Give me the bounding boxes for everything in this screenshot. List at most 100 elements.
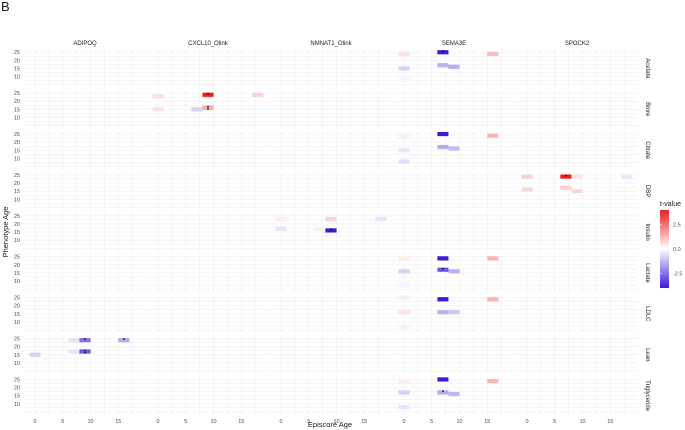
row-strip [640, 294, 652, 334]
row-strip-label: LDLC [644, 306, 650, 322]
heatmap-cell [437, 297, 449, 302]
y-tick-label: 20 [14, 181, 20, 187]
facet-panel [516, 294, 638, 334]
x-tick-label: 5 [553, 419, 556, 425]
figure-label: B [1, 0, 10, 14]
row-strip [640, 130, 652, 170]
y-tick-label: 20 [14, 263, 20, 269]
x-tick-label: 10 [210, 419, 216, 425]
heatmap-cell [202, 105, 214, 110]
y-tick-label: 15 [14, 107, 20, 113]
heatmap-cell [487, 297, 499, 302]
y-tick-label: 10 [14, 75, 20, 81]
heatmap-cell [448, 391, 460, 397]
facet-panel [270, 171, 392, 211]
y-tick-label: 10 [14, 320, 20, 326]
legend-colorbar [660, 210, 669, 288]
facet-panel [147, 212, 269, 252]
facet-panel [24, 294, 146, 334]
heatmap-cell [487, 378, 499, 384]
x-tick-label: 15 [238, 419, 244, 425]
facet-panel [147, 294, 269, 334]
y-tick-label: 15 [14, 66, 20, 72]
heatmap-cell [152, 107, 164, 112]
x-tick-label: 5 [61, 419, 64, 425]
heatmap-cell [79, 349, 91, 354]
facet-panel [24, 253, 146, 293]
x-tick-label: 15 [607, 419, 613, 425]
row-strip-label: Citrate [644, 141, 650, 159]
heatmap-cell [487, 256, 499, 261]
legend: t-value 2.5 0.0 -2.5 [660, 201, 682, 288]
facet-panel [270, 376, 392, 416]
heatmap-cell [398, 404, 410, 410]
heatmap-cell [398, 310, 410, 315]
heatmap-cell [398, 159, 410, 164]
row-strip-label: Insulin [644, 223, 650, 240]
heatmap-cell [437, 50, 449, 55]
heatmap-cell [571, 189, 583, 194]
y-tick-label: 10 [14, 238, 20, 244]
column-strip-label: ADIPOQ [73, 41, 97, 47]
facet-panel [393, 89, 515, 129]
heatmap-cell [521, 187, 533, 192]
heatmap-cell [398, 295, 410, 300]
significance-marker [207, 92, 209, 95]
facet-panel [270, 49, 392, 88]
facet-panel [24, 171, 146, 211]
heatmap-cell [571, 174, 583, 179]
facet-panel [393, 171, 515, 211]
facet-panel [147, 253, 269, 293]
facet-panel [147, 171, 269, 211]
heatmap-cell [398, 256, 410, 261]
facet-panel [270, 335, 392, 375]
column-strip-label: SPOCK2 [565, 41, 590, 47]
x-tick-label: 0 [34, 419, 37, 425]
heatmap-cell [325, 228, 337, 233]
facet-panel [24, 89, 146, 129]
x-axis: 0 5 10 15 0 5 10 15 0 5 10 15 0 5 10 15 0 5 10 15 [34, 419, 614, 425]
y-tick-label: 10 [14, 279, 20, 285]
heatmap-cell [560, 174, 572, 179]
y-tick-label: 10 [14, 156, 20, 162]
heatmap-cell [398, 282, 410, 287]
significance-marker [207, 105, 209, 108]
significance-marker [84, 349, 86, 352]
facet-panels [24, 49, 638, 416]
x-tick-label: 0 [403, 419, 406, 425]
y-tick-label: 25 [14, 255, 20, 261]
x-tick-label: 10 [456, 419, 462, 425]
legend-ticks: 2.5 0.0 -2.5 [660, 223, 682, 277]
significance-marker [442, 50, 444, 53]
column-strip-label: SEMA3E [442, 41, 466, 47]
y-tick-label: 25 [14, 214, 20, 220]
facet-panel [270, 89, 392, 129]
legend-tick-label: -2.5 [673, 271, 682, 277]
column-strip-label: CXCL10_Olink [188, 41, 229, 47]
legend-tick-label: 2.5 [673, 223, 681, 229]
y-tick-label: 15 [14, 353, 20, 359]
x-tick-label: 15 [115, 419, 121, 425]
facet-panel [147, 376, 269, 416]
heatmap-cell [68, 349, 80, 354]
heatmap-cell [437, 390, 449, 395]
heatmap-cell [437, 310, 449, 315]
heatmap-cell [437, 256, 449, 261]
row-strip [640, 212, 652, 252]
row-strip [640, 171, 652, 211]
facet-panel [516, 253, 638, 293]
heatmap-cell [448, 269, 460, 274]
x-tick-label: 0 [280, 419, 283, 425]
heatmap-cell [437, 267, 449, 272]
y-tick-label: 20 [14, 345, 20, 351]
significance-marker [207, 108, 209, 110]
y-tick-label: 25 [14, 91, 20, 97]
y-tick-label: 15 [14, 230, 20, 236]
heatmap-cell [487, 133, 499, 138]
facet-strips: Acetate Bmre Citrate DBP Insulin Lactate LDLC L… [73, 41, 652, 416]
column-strip-label: NMNAT1_Olink [310, 41, 352, 47]
heatmap-cell [275, 226, 287, 231]
heatmap-cell [437, 377, 449, 382]
y-tick-label: 15 [14, 271, 20, 277]
facet-panel [516, 376, 638, 416]
